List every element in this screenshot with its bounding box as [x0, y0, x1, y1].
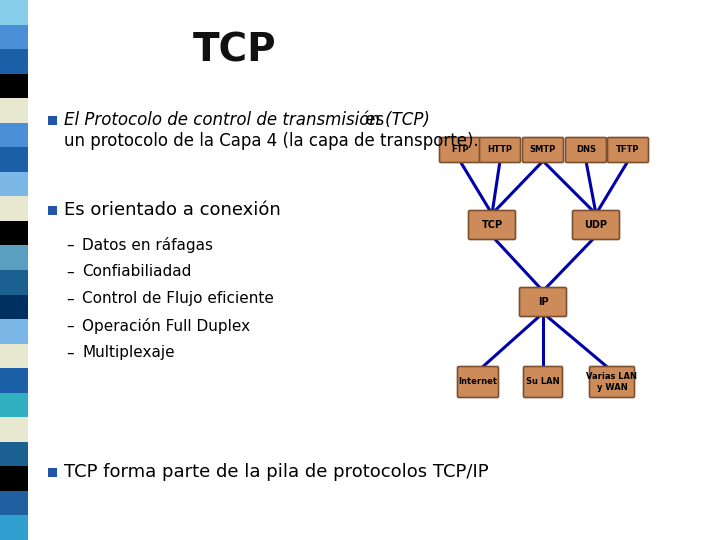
Text: es: es [360, 111, 384, 129]
Bar [48, 468, 57, 476]
Bar [0, 24, 28, 49]
Text: TCP: TCP [482, 220, 503, 230]
Text: DNS: DNS [576, 145, 596, 154]
Text: TFTP: TFTP [616, 145, 640, 154]
Text: SMTP: SMTP [530, 145, 556, 154]
Bar [0, 246, 28, 270]
FancyBboxPatch shape [520, 287, 567, 316]
FancyBboxPatch shape [523, 367, 562, 397]
Bar [0, 516, 28, 540]
Text: TCP forma parte de la pila de protocolos TCP/IP: TCP forma parte de la pila de protocolos… [64, 463, 489, 481]
Text: El Protocolo de control de transmisión (TCP): El Protocolo de control de transmisión (… [64, 111, 430, 129]
Text: Su LAN: Su LAN [526, 377, 560, 387]
FancyBboxPatch shape [457, 367, 498, 397]
Text: –: – [66, 346, 74, 361]
Text: UDP: UDP [585, 220, 608, 230]
Bar [0, 147, 28, 172]
Bar [0, 0, 28, 24]
Text: Varias LAN
y WAN: Varias LAN y WAN [587, 372, 637, 391]
Text: Internet: Internet [459, 377, 498, 387]
Bar [0, 270, 28, 294]
Text: un protocolo de la Capa 4 (la capa de transporte).: un protocolo de la Capa 4 (la capa de tr… [64, 132, 479, 150]
Bar [0, 319, 28, 343]
Text: –: – [66, 238, 74, 253]
Text: Operación Full Duplex: Operación Full Duplex [82, 318, 250, 334]
Text: Confiabiliadad: Confiabiliadad [82, 265, 192, 280]
Bar [48, 206, 57, 214]
Bar [0, 172, 28, 197]
Bar [0, 393, 28, 417]
Bar [0, 197, 28, 221]
Text: Es orientado a conexión: Es orientado a conexión [64, 201, 281, 219]
Text: TCP: TCP [193, 31, 276, 69]
FancyBboxPatch shape [565, 138, 606, 163]
Bar [0, 343, 28, 368]
Bar [0, 442, 28, 467]
Bar [0, 368, 28, 393]
Bar [0, 467, 28, 491]
Bar [0, 49, 28, 73]
Bar [0, 73, 28, 98]
Text: Control de Flujo eficiente: Control de Flujo eficiente [82, 292, 274, 307]
FancyBboxPatch shape [523, 138, 564, 163]
Text: Datos en ráfagas: Datos en ráfagas [82, 237, 213, 253]
FancyBboxPatch shape [590, 367, 634, 397]
Text: IP: IP [538, 297, 549, 307]
FancyBboxPatch shape [439, 138, 480, 163]
Bar [0, 123, 28, 147]
Bar [0, 294, 28, 319]
FancyBboxPatch shape [480, 138, 521, 163]
Text: FTP: FTP [451, 145, 469, 154]
Text: Multiplexaje: Multiplexaje [82, 346, 175, 361]
Bar [0, 491, 28, 516]
Text: –: – [66, 319, 74, 334]
FancyBboxPatch shape [469, 211, 516, 240]
Text: –: – [66, 265, 74, 280]
Bar [48, 116, 57, 125]
Bar [0, 98, 28, 123]
Bar [0, 417, 28, 442]
FancyBboxPatch shape [608, 138, 649, 163]
Text: –: – [66, 292, 74, 307]
FancyBboxPatch shape [572, 211, 619, 240]
Text: HTTP: HTTP [487, 145, 513, 154]
Bar [0, 221, 28, 246]
